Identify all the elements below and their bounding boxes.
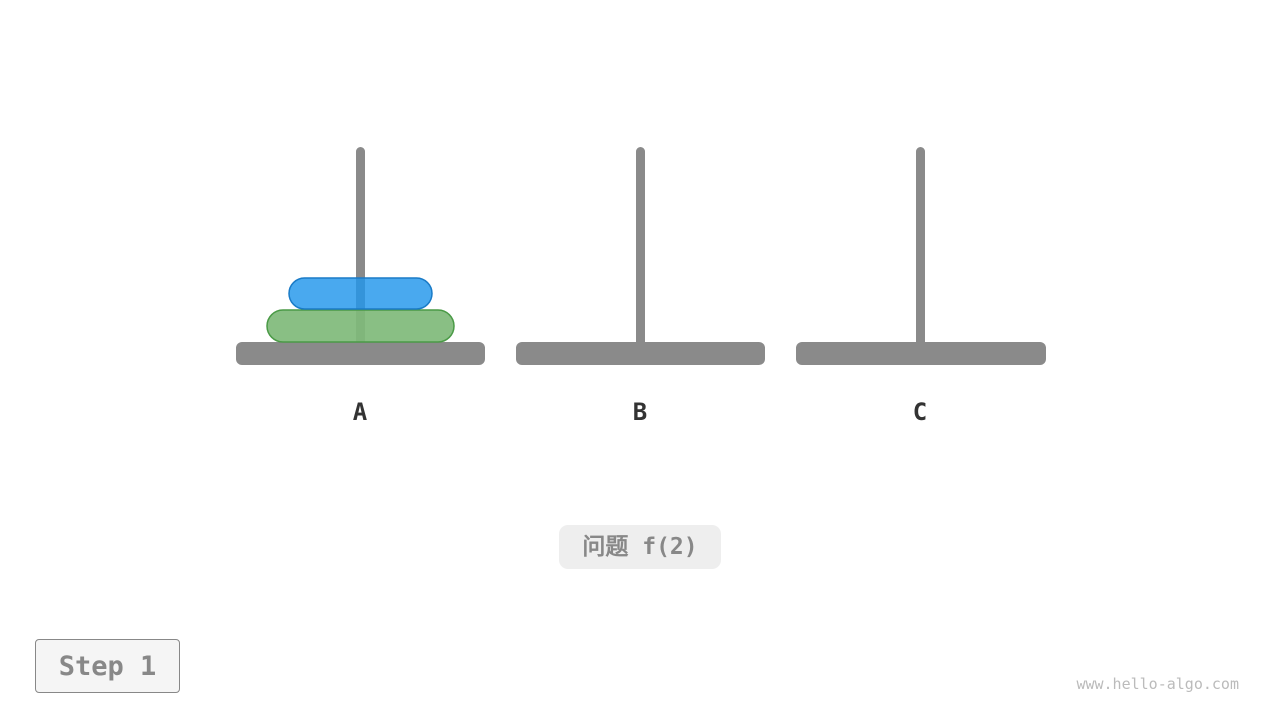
disk-1	[288, 277, 433, 310]
watermark: www.hello-algo.com	[1076, 675, 1239, 693]
rod-c-base	[796, 342, 1046, 365]
problem-label: 问题 f(2)	[559, 525, 721, 569]
rod-c-pole	[916, 147, 925, 347]
rod-c	[796, 147, 1046, 365]
rod-label-a: A	[352, 398, 368, 426]
rod-label-b: B	[632, 398, 648, 426]
rod-label-c: C	[912, 398, 928, 426]
disk-2	[266, 309, 455, 343]
rod-b-base	[516, 342, 765, 365]
rod-a-base	[236, 342, 485, 365]
step-button[interactable]: Step 1	[35, 639, 180, 693]
rod-b-pole	[636, 147, 645, 347]
rod-b	[516, 147, 765, 365]
